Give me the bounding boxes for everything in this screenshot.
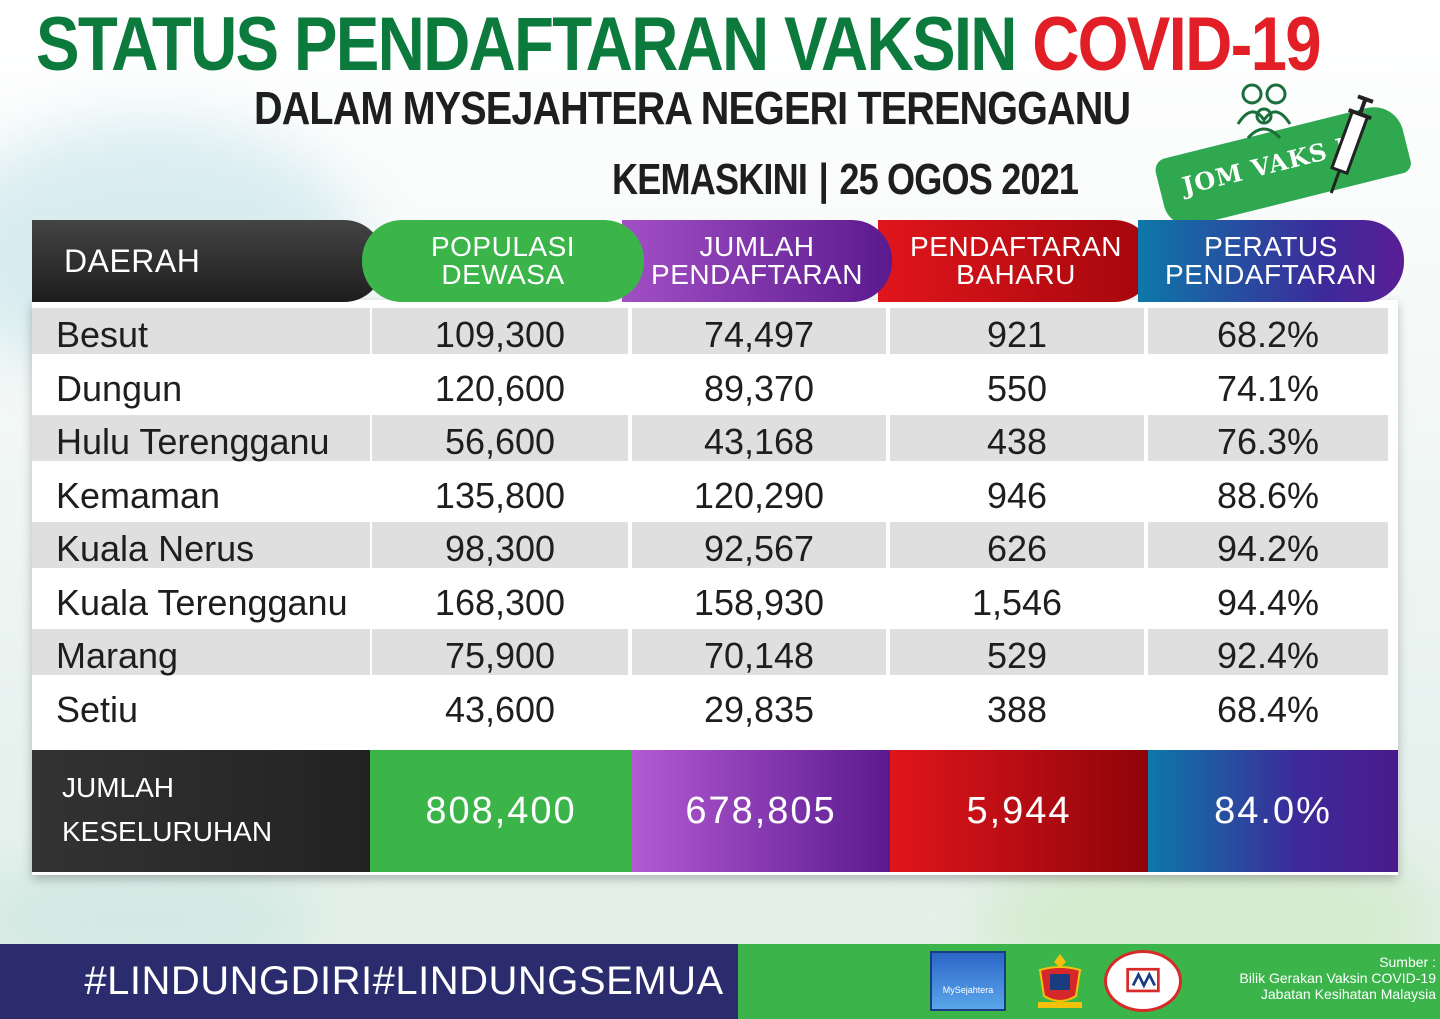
- cell-populasi: 56,600: [444, 421, 556, 462]
- cell-peratus: 76.3%: [1216, 421, 1320, 462]
- syringe-icon: [1329, 94, 1374, 194]
- cell-daerah: Kuala Nerus: [56, 528, 255, 569]
- cell-peratus: 94.2%: [1216, 528, 1320, 569]
- cell-populasi: 43,600: [444, 688, 556, 730]
- cell-jumlah: 89,370: [703, 367, 815, 409]
- header-text: PENDAFTARAN: [1165, 259, 1377, 290]
- source-label: Sumber :: [1379, 954, 1436, 970]
- cell-daerah: Kuala Terengganu: [56, 581, 348, 623]
- total-label-line1: JUMLAH: [62, 772, 175, 803]
- cell-baharu: 1,546: [971, 581, 1063, 623]
- cell-baharu: 438: [986, 421, 1048, 462]
- cell-daerah: Marang: [56, 635, 179, 676]
- cell-jumlah: 29,835: [703, 688, 815, 730]
- cell-peratus: 94.4%: [1216, 581, 1320, 623]
- cell-peratus: 74.1%: [1216, 367, 1320, 409]
- cell-baharu: 921: [986, 314, 1048, 355]
- cell-daerah: Besut: [56, 314, 149, 355]
- header-peratus-pendaftaran: PERATUS PENDAFTARAN: [1138, 220, 1404, 302]
- header-text: JUMLAH: [699, 231, 815, 262]
- table-body: Besut 109,300 74,497 921 68.2% Dungun 12…: [32, 302, 1398, 730]
- cell-jumlah: 158,930: [693, 581, 825, 623]
- cell-peratus: 88.6%: [1216, 474, 1320, 516]
- kkm-crest-icon: [1038, 954, 1082, 1008]
- cell-jumlah: 92,567: [703, 528, 815, 569]
- cell-daerah: Kemaman: [56, 474, 221, 516]
- cell-populasi: 135,800: [434, 474, 566, 516]
- header-jumlah-pendaftaran: JUMLAH PENDAFTARAN: [622, 220, 892, 302]
- header-populasi-dewasa: POPULASI DEWASA: [362, 220, 644, 302]
- cell-daerah: Dungun: [56, 367, 183, 409]
- hashtag-banner: #LINDUNGDIRI#LINDUNGSEMUA: [0, 944, 738, 1019]
- header-text: BAHARU: [956, 259, 1076, 290]
- title-main: STATUS PENDAFTARAN VAKSIN: [36, 2, 1033, 87]
- cell-populasi: 109,300: [434, 314, 566, 355]
- cell-baharu: 550: [986, 367, 1048, 409]
- mysejahtera-logo: MySejahtera: [930, 951, 1006, 1011]
- cell-populasi: 75,900: [444, 635, 556, 676]
- source-line2: Jabatan Kesihatan Malaysia: [1260, 986, 1436, 1002]
- cell-populasi: 98,300: [444, 528, 556, 569]
- cell-daerah: Setiu: [56, 688, 139, 730]
- page-title: STATUS PENDAFTARAN VAKSIN COVID-19: [36, 0, 1322, 90]
- header-text: DAERAH: [64, 243, 201, 279]
- page-subtitle: DALAM MYSEJAHTERA NEGERI TERENGGANU: [254, 82, 1131, 134]
- cell-baharu: 388: [986, 688, 1048, 730]
- cell-jumlah: 43,168: [703, 421, 815, 462]
- jom-vaksin-badge: JOM VAKS N: [1150, 80, 1413, 232]
- table-row: Kuala Nerus 98,300 92,567 626 94.2%: [32, 516, 1398, 570]
- update-date: KEMASKINI | 25 OGOS 2021: [612, 152, 1079, 208]
- cell-daerah: Hulu Terengganu: [56, 421, 330, 462]
- cell-jumlah: 70,148: [703, 635, 815, 676]
- cell-baharu: 946: [986, 474, 1048, 516]
- header-text: POPULASI: [430, 231, 576, 262]
- total-label-line2: KESELURUHAN: [62, 816, 273, 847]
- table-row: Besut 109,300 74,497 921 68.2%: [32, 302, 1398, 356]
- title-highlight: COVID-19: [1032, 2, 1321, 87]
- cell-peratus: 92.4%: [1216, 635, 1320, 676]
- table-row: Dungun 120,600 89,370 550 74.1%: [32, 356, 1398, 410]
- header-text: PENDAFTARAN: [651, 259, 863, 290]
- table-row: Hulu Terengganu 56,600 43,168 438 76.3%: [32, 409, 1398, 463]
- header-text: PERATUS: [1204, 231, 1338, 262]
- total-peratus: 84.0%: [1148, 750, 1398, 872]
- header-text: PENDAFTARAN: [910, 231, 1122, 262]
- source-credit: Sumber : Bilik Gerakan Vaksin COVID-19 J…: [1196, 954, 1436, 1002]
- cell-baharu: 529: [986, 635, 1048, 676]
- cell-peratus: 68.2%: [1216, 314, 1320, 355]
- total-baharu: 5,944: [890, 750, 1148, 872]
- updated-separator: |: [818, 155, 829, 204]
- table-row: Kemaman 135,800 120,290 946 88.6%: [32, 463, 1398, 517]
- total-populasi: 808,400: [370, 750, 632, 872]
- table-row: Kuala Terengganu 168,300 158,930 1,546 9…: [32, 570, 1398, 624]
- header-pendaftaran-baharu: PENDAFTARAN BAHARU: [878, 220, 1154, 302]
- cell-peratus: 68.4%: [1216, 688, 1320, 730]
- header-daerah: DAERAH: [32, 220, 384, 302]
- total-jumlah: 678,805: [632, 750, 890, 872]
- cell-jumlah: 120,290: [693, 474, 825, 516]
- cell-baharu: 626: [986, 528, 1048, 569]
- cell-populasi: 168,300: [434, 581, 566, 623]
- updated-date-value: 25 OGOS 2021: [839, 155, 1079, 204]
- updated-label: KEMASKINI: [612, 155, 808, 204]
- cell-jumlah: 74,497: [703, 314, 815, 355]
- table-row: Marang 75,900 70,148 529 92.4%: [32, 623, 1398, 677]
- total-label: JUMLAH KESELURUHAN: [32, 750, 372, 872]
- header-text: DEWASA: [441, 259, 565, 290]
- family-icon: [1236, 83, 1292, 140]
- vaccine-registration-table: PENDAFTARAN BAHARU PERATUS PENDAFTARAN J…: [32, 220, 1404, 875]
- table-row: Setiu 43,600 29,835 388 68.4%: [32, 677, 1398, 731]
- source-line1: Bilik Gerakan Vaksin COVID-19: [1239, 970, 1436, 986]
- footer-green-band: [738, 944, 1440, 1019]
- jkn-logo-icon: [1104, 950, 1182, 1012]
- cell-populasi: 120,600: [434, 367, 566, 409]
